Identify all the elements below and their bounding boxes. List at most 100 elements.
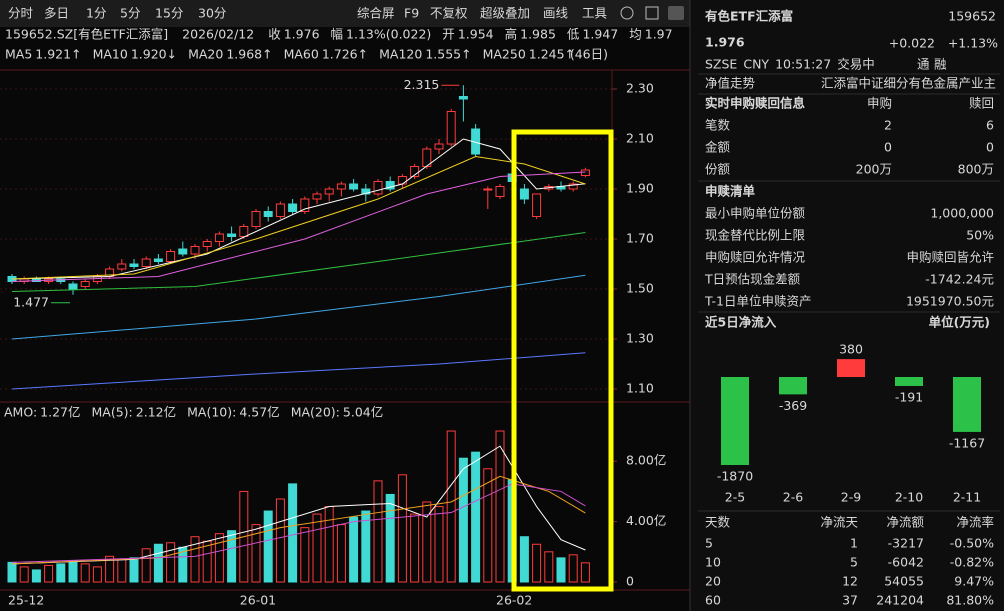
fund-name: 有色ETF汇添富 xyxy=(705,9,793,24)
y-tick-label: 1.10 xyxy=(626,381,654,396)
volume-bar xyxy=(68,560,78,583)
candle-body xyxy=(568,183,578,190)
x-tick-label: 26-02 xyxy=(496,593,532,608)
badge: 通 xyxy=(917,57,930,72)
period-tab[interactable]: 15分 xyxy=(155,6,183,21)
flow-category: 2-6 xyxy=(783,490,803,505)
y-tick-label: 1.90 xyxy=(626,181,654,196)
flow-value-label: -1167 xyxy=(949,435,985,450)
candle-body xyxy=(190,246,200,255)
candle-body xyxy=(483,188,493,191)
flow-bar xyxy=(895,377,923,386)
volume-bar xyxy=(239,490,249,583)
volume-bar xyxy=(410,513,420,583)
y-tick-label: 2.30 xyxy=(626,81,654,96)
status: 交易中 xyxy=(837,57,875,72)
candle-body xyxy=(312,193,322,200)
table-cell: 37 xyxy=(842,593,858,608)
tool-button[interactable]: 画线 xyxy=(543,6,569,21)
candle-body xyxy=(263,211,273,217)
quote-value: 1.976 xyxy=(284,27,320,42)
volume-bar xyxy=(56,563,66,583)
quote-label: 开 xyxy=(442,27,455,42)
row-label: 最小申购单位份额 xyxy=(705,206,806,221)
col-header: 申购 xyxy=(867,96,892,111)
row-value: 800万 xyxy=(958,162,994,177)
row-value: 1,000,000 xyxy=(930,206,994,221)
nav-value: 汇添富中证细分有色金属产业主 xyxy=(821,76,996,91)
row-label: 份额 xyxy=(705,162,731,177)
row-value: 50% xyxy=(966,228,994,243)
volume-bar xyxy=(129,557,139,583)
row-value: 6 xyxy=(986,118,994,133)
volume-bar xyxy=(19,566,29,583)
candle-body xyxy=(80,281,90,287)
candle-body xyxy=(434,143,444,150)
wp-icon[interactable] xyxy=(668,6,684,20)
candle-body xyxy=(532,193,542,217)
ma-line xyxy=(11,232,586,292)
period-tab[interactable]: 分时 xyxy=(8,6,34,21)
volume-bar xyxy=(92,566,102,583)
vol-legend-name: MA(10): xyxy=(187,405,236,420)
row-value: 0 xyxy=(986,140,994,155)
tool-button[interactable]: 综合屏 xyxy=(357,6,395,21)
vol-legend-value: 5.04亿 xyxy=(343,405,383,420)
table-header: 净流率 xyxy=(956,515,994,530)
currency: CNY xyxy=(743,57,769,72)
col-header: 赎回 xyxy=(969,96,994,111)
row-value: -1742.24元 xyxy=(925,272,994,287)
change: +0.022 xyxy=(889,36,935,51)
amo-value: 1.27亿 xyxy=(40,405,80,420)
y-tick-label: 1.30 xyxy=(626,331,654,346)
candle-body xyxy=(214,233,224,242)
candle-body xyxy=(288,203,298,212)
annotation-label: 2.315 xyxy=(404,77,440,92)
table-cell: -3217 xyxy=(888,536,924,551)
flow-value-label: -1870 xyxy=(717,469,753,484)
ma-legend-name: MA60 xyxy=(284,47,319,62)
volume-bar xyxy=(483,468,493,583)
chart-unit: 单位(万元) xyxy=(929,315,990,330)
flow-category: 2-11 xyxy=(953,490,981,505)
ma-line xyxy=(11,155,586,280)
price: 1.976 xyxy=(705,35,745,50)
exchange: SZSE xyxy=(705,57,737,72)
flow-category: 2-5 xyxy=(725,490,745,505)
volume-bar xyxy=(434,506,444,583)
quote-value: 1.97 xyxy=(645,27,673,42)
flow-value-label: 380 xyxy=(839,342,863,357)
change-pct: +1.13% xyxy=(948,36,998,51)
tool-button[interactable]: 超级叠加 xyxy=(480,6,530,21)
ma-legend-value: 1.245↑ xyxy=(529,47,575,62)
x-tick-label: 25-12 xyxy=(8,593,44,608)
tool-button[interactable]: 工具 xyxy=(582,6,608,21)
volume-bar xyxy=(361,510,371,583)
section-title: 申赎清单 xyxy=(705,184,756,199)
candle-body xyxy=(458,96,468,100)
volume-ma-line xyxy=(11,483,586,563)
tool-button[interactable]: F9 xyxy=(404,6,419,21)
period-tab[interactable]: 1分 xyxy=(86,6,106,21)
candle-body xyxy=(117,263,127,270)
volume-bar xyxy=(580,562,590,583)
row-label: 申购赎回允许情况 xyxy=(705,250,806,265)
quote-value: 1.947 xyxy=(582,27,618,42)
tool-button[interactable]: 不复权 xyxy=(430,6,468,21)
volume-bar xyxy=(544,551,554,583)
period-tab[interactable]: 30分 xyxy=(198,6,226,21)
quote-label: 幅 xyxy=(331,27,344,42)
volume-bar xyxy=(300,527,310,583)
window-icon[interactable] xyxy=(645,6,659,20)
flow-bar xyxy=(779,377,807,395)
table-cell: 241204 xyxy=(876,593,924,608)
period-tab[interactable]: 5分 xyxy=(120,6,140,21)
row-label: T日预估现金差额 xyxy=(704,272,801,287)
volume-bar xyxy=(519,536,529,583)
volume-bar xyxy=(166,542,176,583)
candle-body xyxy=(385,181,395,190)
period-tab[interactable]: 多日 xyxy=(44,6,69,21)
table-cell: 54055 xyxy=(884,574,924,589)
range-label: (46日) xyxy=(570,47,608,62)
settings-icon[interactable] xyxy=(620,6,634,20)
